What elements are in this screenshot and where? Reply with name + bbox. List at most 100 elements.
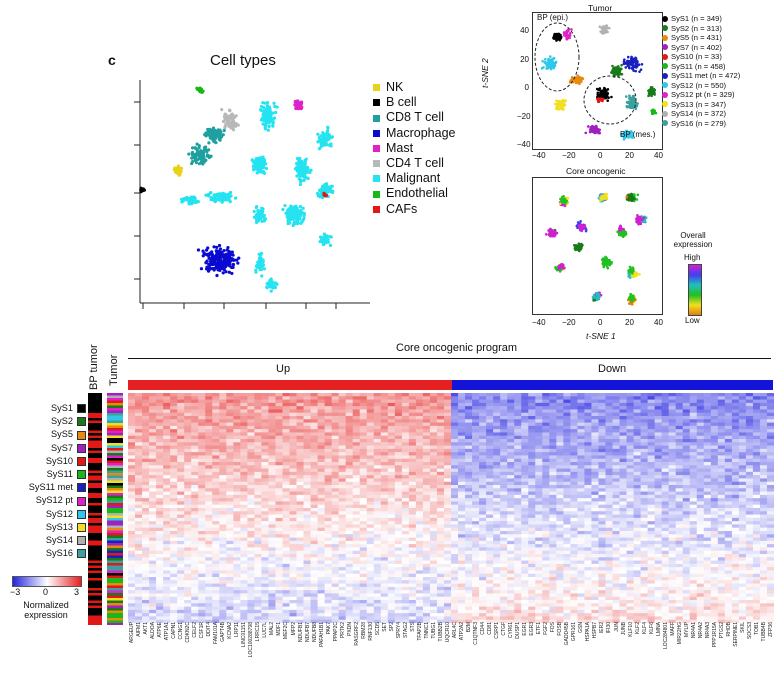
row-swatch <box>77 483 86 493</box>
cell-point <box>226 245 230 250</box>
heatmap-cell <box>401 435 410 440</box>
cell-point <box>318 138 322 142</box>
heatmap-cell <box>738 422 747 427</box>
heatmap-cell <box>675 406 684 410</box>
heatmap-cell <box>647 442 656 446</box>
heatmap-cell <box>570 393 578 397</box>
tumor-point <box>634 57 637 61</box>
heatmap-cell <box>598 419 606 423</box>
heatmap-cell <box>415 406 424 410</box>
heatmap-cell <box>507 425 515 430</box>
heatmap-cell <box>408 412 417 417</box>
heatmap-cell <box>443 399 452 404</box>
cell-point <box>188 200 193 204</box>
heatmap-cell <box>696 416 705 420</box>
row-label-text: SyS1 <box>51 403 73 413</box>
heatmap-cell <box>261 442 269 446</box>
legend-label: SyS7 (n = 402) <box>671 42 722 52</box>
tumor-point <box>625 133 629 137</box>
tumor-cell <box>107 428 123 431</box>
heatmap-cell <box>528 416 536 420</box>
heatmap-cell <box>359 409 368 414</box>
tumor-cell <box>107 520 123 524</box>
cell-point <box>196 157 200 162</box>
legend-label: SyS12 (n = 550) <box>671 80 727 90</box>
heatmap-cell <box>401 406 410 410</box>
cell-point <box>229 259 233 263</box>
cell-point <box>271 121 275 125</box>
cell-point <box>201 150 205 154</box>
heatmap-cell <box>135 396 143 400</box>
tumor-cell <box>107 558 123 561</box>
heatmap-cell <box>542 409 550 414</box>
heatmap-cell <box>633 435 641 440</box>
heatmap-cell <box>170 422 178 427</box>
heatmap-cell <box>275 445 283 450</box>
legend-dot <box>662 120 668 127</box>
cell-point <box>203 133 207 137</box>
heatmap-cell <box>521 422 529 427</box>
tumor-cell <box>107 395 123 399</box>
legend-label: CD4 T cell <box>386 156 444 171</box>
cell-point <box>255 171 259 175</box>
cell-point <box>260 274 264 278</box>
heatmap-cell <box>289 425 297 430</box>
legend-item-macrophage: Macrophage <box>373 126 456 141</box>
heatmap-cell <box>387 412 396 417</box>
heatmap-cell <box>668 412 677 417</box>
bp-tumor-cell <box>88 535 102 539</box>
cell-point <box>262 213 266 218</box>
row-swatch <box>77 509 86 519</box>
bp-tumor-cell <box>88 540 102 544</box>
heatmap-cell <box>465 393 473 397</box>
heatmap-cell <box>577 416 585 420</box>
heatmap-cell <box>605 425 613 430</box>
heatmap-cell <box>394 425 403 430</box>
heatmap-cell <box>759 442 768 446</box>
heatmap-cell <box>436 429 445 433</box>
cell-point <box>236 261 240 265</box>
bp-tumor-cell <box>88 445 102 449</box>
heatmap-cell <box>535 412 543 417</box>
cell-point <box>221 193 226 197</box>
legend-dot <box>662 44 668 51</box>
heatmap-cell <box>394 396 403 400</box>
heatmap-cell <box>387 402 396 407</box>
tumor-point <box>626 106 629 109</box>
heatmap-cell <box>514 422 522 427</box>
heatmap-cell <box>254 429 262 433</box>
heatmap-cell <box>128 416 136 420</box>
heatmap-cell <box>724 412 733 417</box>
heatmap-cell <box>514 412 522 417</box>
heatmap-cell <box>619 412 627 417</box>
heatmap-cell <box>472 402 480 407</box>
tumor-point <box>631 57 635 61</box>
heatmap-cell <box>282 425 290 430</box>
heatmap-cell <box>514 402 522 407</box>
bp-tumor-cell <box>88 588 102 591</box>
heatmap-cell <box>668 422 677 427</box>
cell-point <box>206 154 211 158</box>
heatmap-cell <box>212 448 220 453</box>
heatmap-cell <box>394 409 403 414</box>
heatmap-cell <box>766 422 774 427</box>
legend-swatch <box>373 99 380 107</box>
heatmap-cell <box>156 445 164 450</box>
heatmap-cell <box>324 412 333 417</box>
heatmap-cell <box>142 396 150 400</box>
heatmap-cell <box>696 396 705 400</box>
heatmap-cell <box>205 416 213 420</box>
cell-point <box>212 245 216 249</box>
cell-point <box>211 126 216 130</box>
heatmap-cell <box>345 396 354 400</box>
bp-tumor-cell <box>88 568 102 571</box>
row-label-sys12-pt: SyS12 pt <box>20 494 86 507</box>
heatmap-cell <box>535 425 543 430</box>
heatmap-cell <box>465 396 473 400</box>
heatmap-cell <box>198 399 206 404</box>
heatmap-cell <box>521 435 529 440</box>
heatmap-cell <box>563 393 571 397</box>
bp-tumor-cell <box>88 508 102 511</box>
heatmap-cell <box>247 406 255 410</box>
cell-point <box>225 195 229 199</box>
